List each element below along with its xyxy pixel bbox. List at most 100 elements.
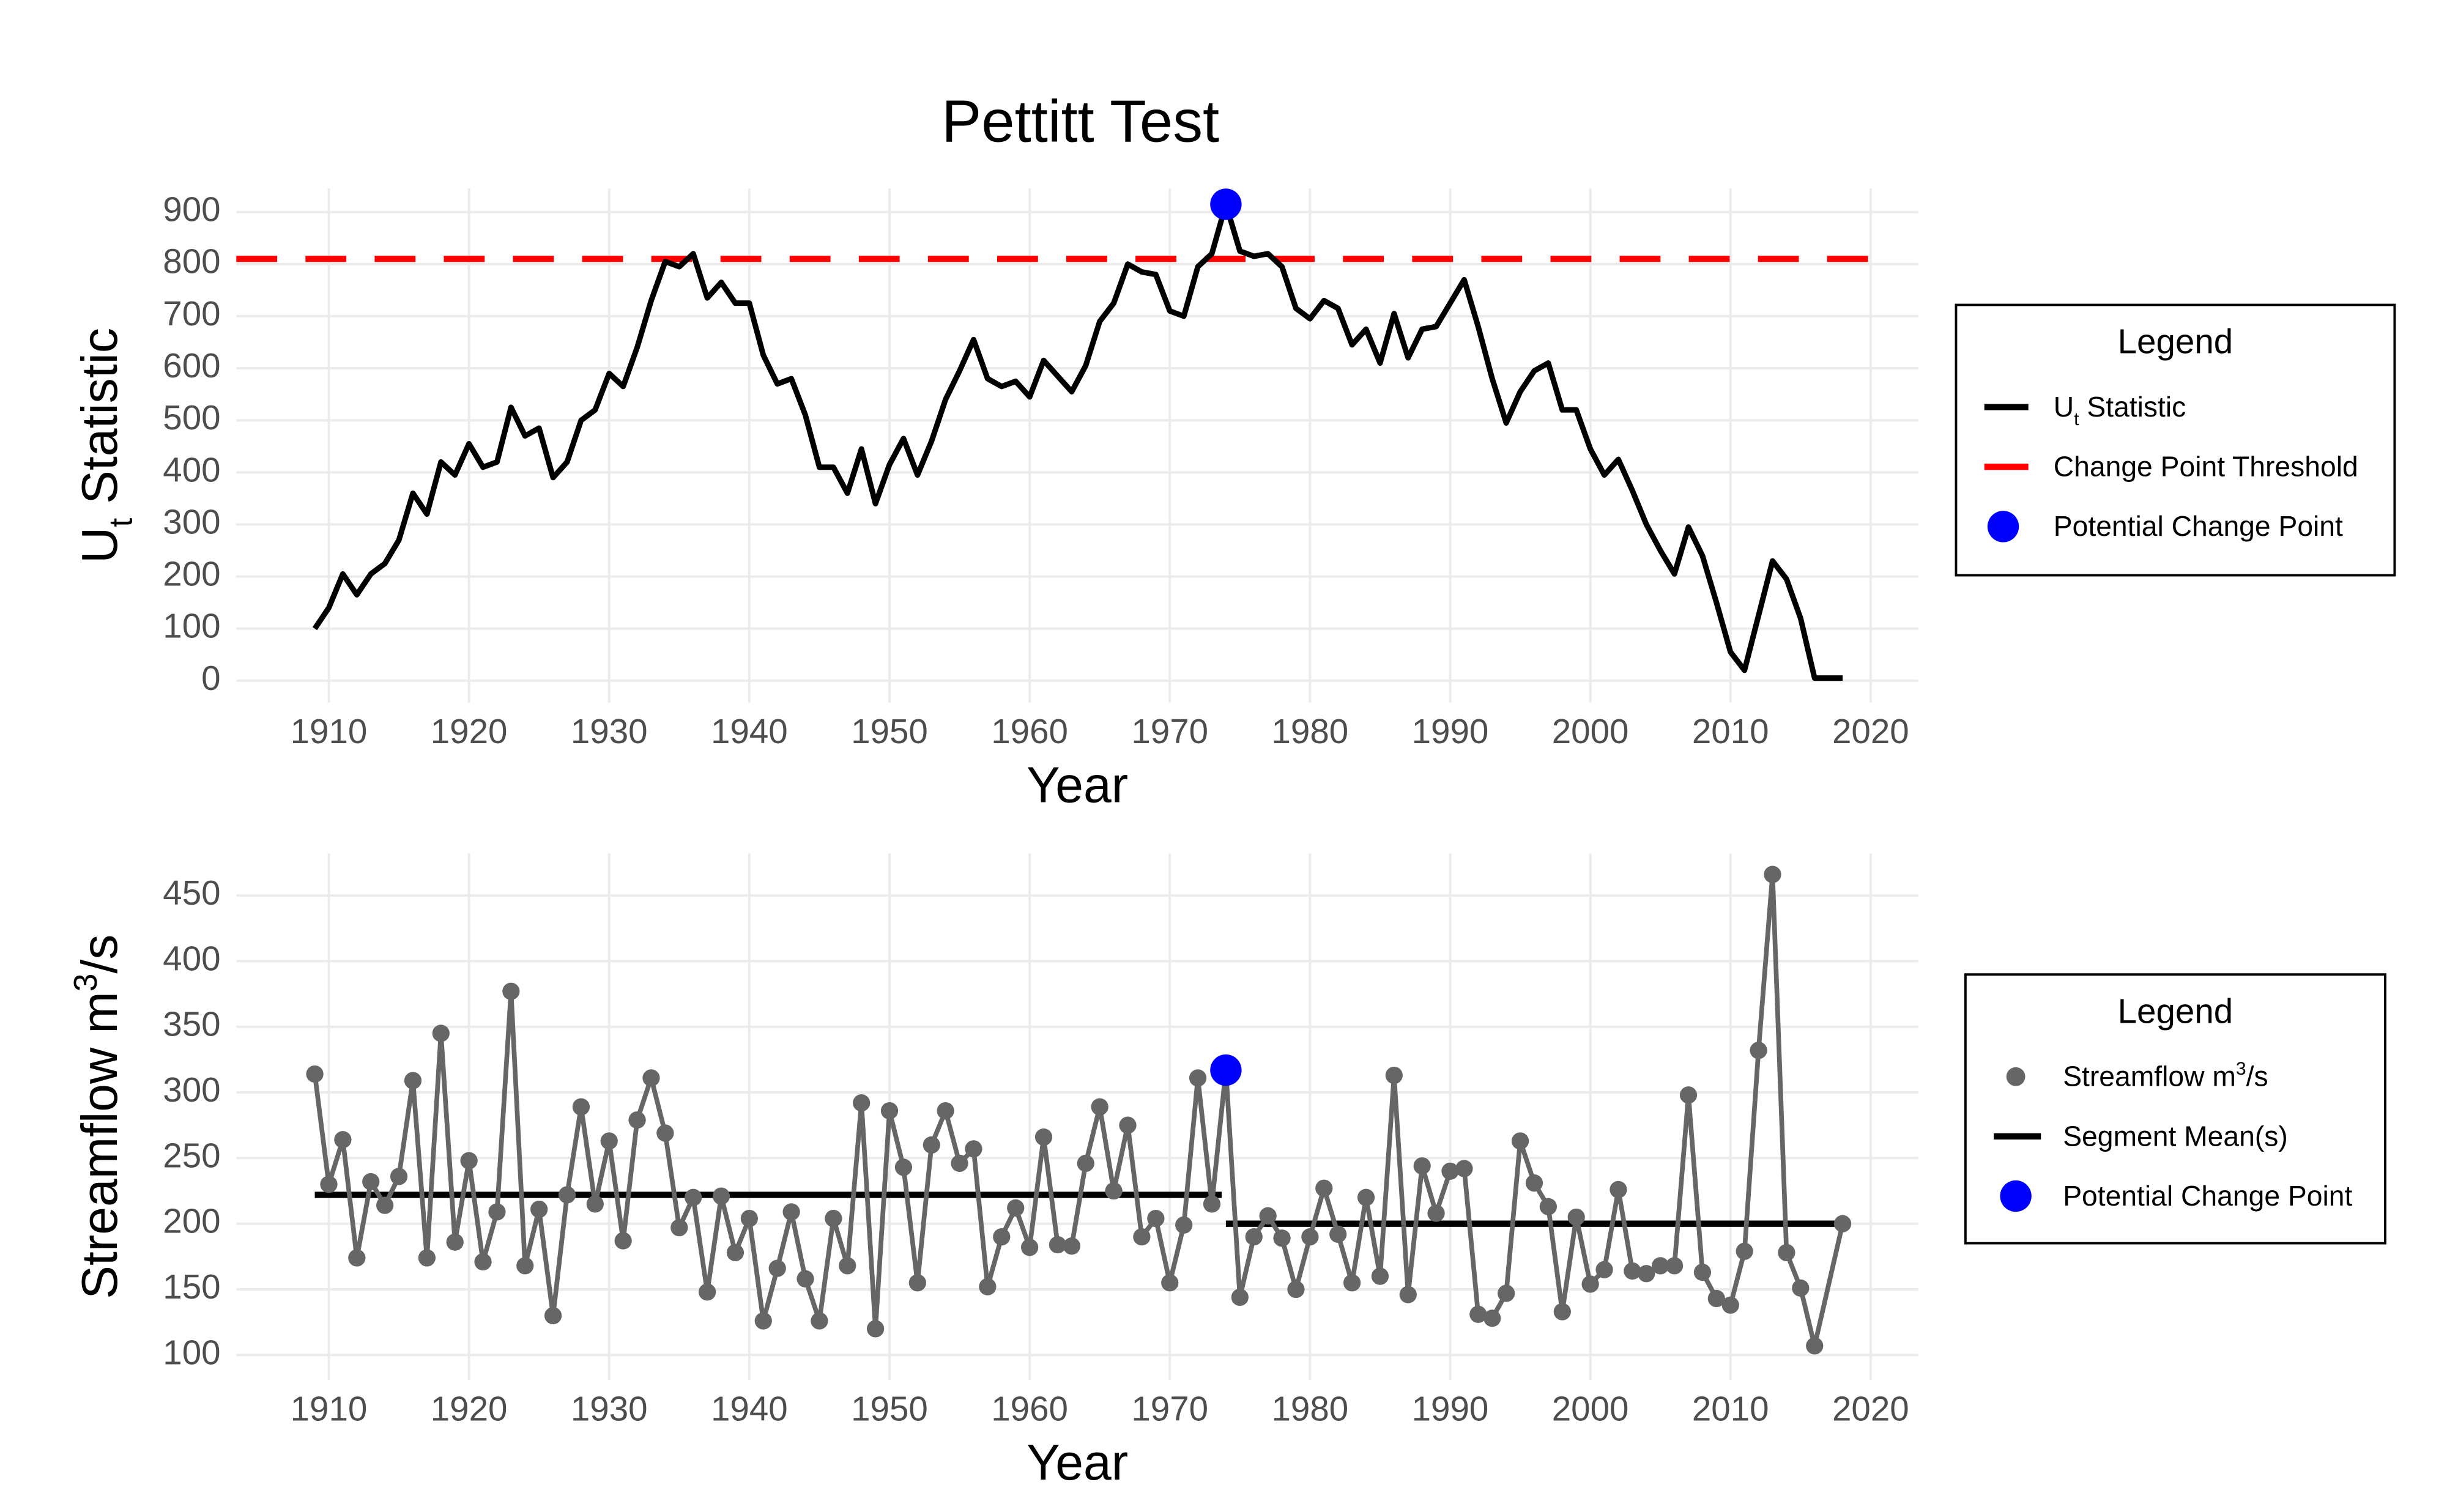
legend-box bbox=[1964, 973, 2386, 1245]
data-point bbox=[712, 1187, 730, 1205]
data-point bbox=[1315, 1179, 1333, 1197]
data-point bbox=[1665, 1257, 1684, 1275]
legend-title: Legend bbox=[2118, 322, 2233, 361]
data-point bbox=[1721, 1296, 1739, 1314]
data-point bbox=[572, 1098, 590, 1116]
data-point bbox=[685, 1188, 702, 1206]
data-point bbox=[474, 1253, 492, 1271]
data-point bbox=[1567, 1208, 1585, 1226]
data-point bbox=[726, 1243, 744, 1262]
text-part: 3 bbox=[2236, 1059, 2246, 1079]
data-point bbox=[1034, 1128, 1053, 1146]
data-point bbox=[1357, 1188, 1375, 1206]
data-point bbox=[1679, 1086, 1698, 1104]
data-point bbox=[1792, 1279, 1810, 1297]
data-point bbox=[348, 1249, 366, 1267]
data-point bbox=[1498, 1284, 1515, 1302]
data-point bbox=[656, 1124, 674, 1142]
x-tick-label: 1910 bbox=[291, 1389, 368, 1428]
data-point bbox=[1105, 1182, 1123, 1200]
data-point bbox=[880, 1102, 899, 1120]
data-point bbox=[1007, 1199, 1025, 1217]
data-point bbox=[362, 1173, 380, 1191]
data-point bbox=[979, 1278, 997, 1295]
y-tick-label: 300 bbox=[163, 1070, 220, 1109]
data-point bbox=[1441, 1162, 1459, 1180]
data-point bbox=[390, 1168, 408, 1185]
y-tick-label: 0 bbox=[201, 659, 220, 697]
data-point bbox=[544, 1306, 562, 1325]
data-point bbox=[740, 1209, 758, 1228]
data-point bbox=[1371, 1267, 1389, 1285]
text-part: U bbox=[72, 527, 128, 563]
data-point bbox=[516, 1257, 534, 1275]
y-tick-label: 500 bbox=[163, 398, 220, 437]
x-tick-label: 1970 bbox=[1131, 712, 1208, 750]
legend-label: Ut Statistic bbox=[2054, 391, 2186, 429]
data-point bbox=[754, 1312, 772, 1330]
y-tick-label: 200 bbox=[163, 555, 220, 593]
y-tick-label: 150 bbox=[163, 1267, 220, 1306]
x-tick-label: 1930 bbox=[571, 1389, 648, 1428]
data-point bbox=[1077, 1154, 1094, 1173]
data-point bbox=[825, 1209, 842, 1228]
data-point bbox=[1175, 1216, 1193, 1234]
x-tick-label: 1940 bbox=[711, 712, 788, 750]
data-point bbox=[600, 1132, 618, 1150]
data-point bbox=[614, 1232, 632, 1250]
data-point bbox=[1806, 1337, 1824, 1355]
data-point bbox=[376, 1196, 394, 1214]
data-point bbox=[1707, 1289, 1725, 1308]
data-point bbox=[670, 1218, 688, 1237]
change-point bbox=[1210, 1054, 1242, 1086]
y-tick-label: 300 bbox=[163, 502, 220, 541]
y-tick-label: 400 bbox=[163, 939, 220, 977]
data-point bbox=[1553, 1303, 1571, 1321]
data-point bbox=[1147, 1209, 1165, 1228]
data-point bbox=[1329, 1225, 1347, 1243]
x-axis-title: Year bbox=[1027, 758, 1128, 813]
text-part: /s bbox=[72, 935, 128, 974]
data-point bbox=[1203, 1195, 1221, 1213]
x-tick-label: 2010 bbox=[1692, 1389, 1769, 1428]
y-tick-label: 900 bbox=[163, 190, 220, 229]
x-tick-label: 1950 bbox=[851, 712, 928, 750]
data-point bbox=[1581, 1275, 1599, 1293]
data-point bbox=[782, 1203, 800, 1221]
legend-key bbox=[2000, 1180, 2032, 1212]
y-tick-label: 450 bbox=[163, 873, 220, 912]
data-point bbox=[965, 1140, 982, 1158]
data-point bbox=[1133, 1228, 1151, 1246]
data-point bbox=[1413, 1157, 1431, 1175]
data-point bbox=[1259, 1207, 1277, 1225]
data-point bbox=[1764, 865, 1781, 883]
data-point bbox=[1693, 1263, 1712, 1281]
data-point bbox=[698, 1283, 716, 1301]
data-point bbox=[1469, 1305, 1487, 1323]
x-tick-label: 1950 bbox=[851, 1389, 928, 1428]
data-point bbox=[1652, 1257, 1669, 1275]
data-point bbox=[432, 1025, 450, 1042]
data-point bbox=[1231, 1288, 1249, 1306]
data-point bbox=[1778, 1243, 1795, 1262]
y-tick-label: 400 bbox=[163, 450, 220, 489]
data-point bbox=[530, 1200, 548, 1218]
x-tick-label: 2010 bbox=[1692, 712, 1769, 750]
x-tick-label: 1960 bbox=[991, 1389, 1068, 1428]
text-part: Streamflow m bbox=[72, 991, 128, 1299]
x-tick-label: 1940 bbox=[711, 1389, 788, 1428]
legend-box bbox=[1955, 303, 2396, 577]
change-point bbox=[1210, 188, 1242, 220]
x-tick-label: 1990 bbox=[1412, 1389, 1489, 1428]
data-point bbox=[1301, 1228, 1319, 1246]
data-point bbox=[306, 1065, 324, 1083]
x-tick-label: 2020 bbox=[1832, 712, 1909, 750]
data-point bbox=[1750, 1042, 1767, 1059]
data-point bbox=[1483, 1310, 1501, 1327]
legend-label: Segment Mean(s) bbox=[2063, 1120, 2288, 1152]
legend-label: Potential Change Point bbox=[2054, 510, 2343, 542]
text-part: Statistic bbox=[72, 328, 128, 518]
data-point bbox=[1539, 1198, 1558, 1215]
